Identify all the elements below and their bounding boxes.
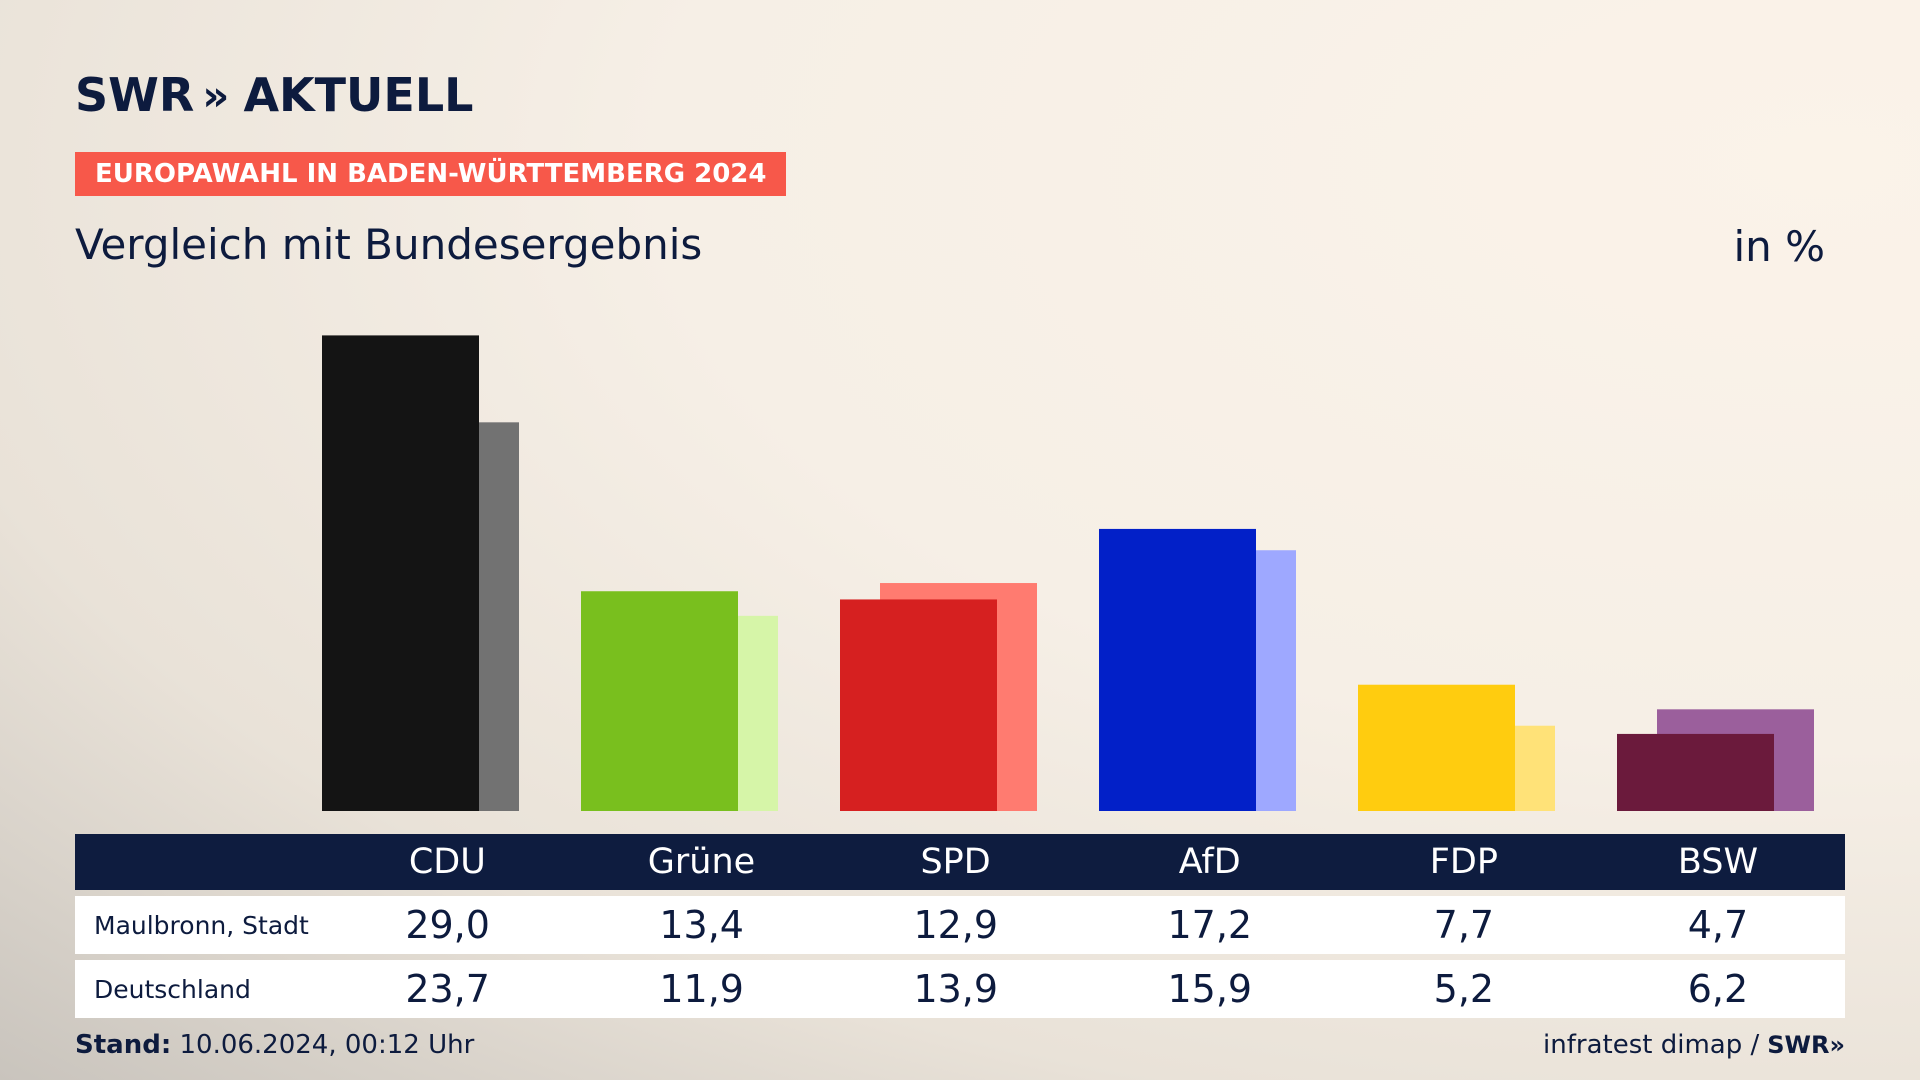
cell-value: 23,7 bbox=[405, 967, 490, 1011]
swr-aktuell-logo: SWR» AKTUELL bbox=[75, 68, 473, 122]
cell-value: 13,9 bbox=[913, 967, 999, 1011]
cell-value: 12,9 bbox=[913, 903, 999, 947]
cell-value: 11,9 bbox=[659, 967, 744, 1011]
source-credit: infratest dimap / SWR» bbox=[1543, 1030, 1845, 1060]
bar-maulbronn-3 bbox=[1099, 528, 1256, 811]
logo-suffix: AKTUELL bbox=[243, 68, 474, 122]
bar-maulbronn-4 bbox=[1358, 684, 1515, 811]
header-afd: AfD bbox=[1178, 842, 1241, 882]
table-header: CDU Grüne SPD AfD FDP BSW bbox=[75, 834, 1845, 890]
unit-label: in % bbox=[1733, 222, 1825, 271]
header-cdu: CDU bbox=[408, 842, 486, 882]
cell-value: 17,2 bbox=[1167, 903, 1253, 947]
cell-value: 6,2 bbox=[1687, 967, 1749, 1011]
bar-maulbronn-0 bbox=[322, 335, 479, 811]
stand-label: Stand: bbox=[75, 1030, 172, 1060]
header-fdp: FDP bbox=[1429, 842, 1498, 882]
cell-value: 29,0 bbox=[405, 903, 490, 947]
bar-maulbronn-1 bbox=[581, 591, 738, 811]
election-badge: EUROPAWAHL IN BADEN-WÜRTTEMBERG 2024 bbox=[75, 152, 787, 196]
bar-chart bbox=[322, 335, 1814, 811]
table-row-maulbronn: Maulbronn, Stadt 29,0 13,4 12,9 17,2 7,7… bbox=[75, 896, 1845, 954]
header-gruene: Grüne bbox=[647, 842, 756, 882]
row-label: Maulbronn, Stadt bbox=[94, 910, 309, 940]
cell-value: 7,7 bbox=[1433, 903, 1495, 947]
row-label: Deutschland bbox=[94, 974, 251, 1004]
header-bsw: BSW bbox=[1677, 842, 1759, 882]
header-spd: SPD bbox=[920, 842, 991, 882]
stand-value: 10.06.2024, 00:12 Uhr bbox=[179, 1030, 475, 1060]
cell-value: 15,9 bbox=[1167, 967, 1253, 1011]
timestamp: Stand: 10.06.2024, 00:12 Uhr bbox=[75, 1030, 474, 1060]
source-text: infratest dimap / bbox=[1543, 1030, 1760, 1060]
cell-value: 5,2 bbox=[1433, 967, 1495, 1011]
bar-maulbronn-2 bbox=[840, 599, 997, 811]
table-row-deutschland: Deutschland 23,7 11,9 13,9 15,9 5,2 6,2 bbox=[75, 960, 1845, 1018]
chart-subtitle: Vergleich mit Bundesergebnis bbox=[75, 220, 703, 269]
bar-maulbronn-5 bbox=[1617, 733, 1774, 811]
results-table: CDU Grüne SPD AfD FDP BSW Maulbronn, Sta… bbox=[75, 834, 1845, 1018]
swr-small-logo: SWR» bbox=[1767, 1031, 1845, 1059]
cell-value: 4,7 bbox=[1687, 903, 1749, 947]
logo-brand: SWR bbox=[75, 68, 195, 122]
cell-value: 13,4 bbox=[659, 903, 744, 947]
